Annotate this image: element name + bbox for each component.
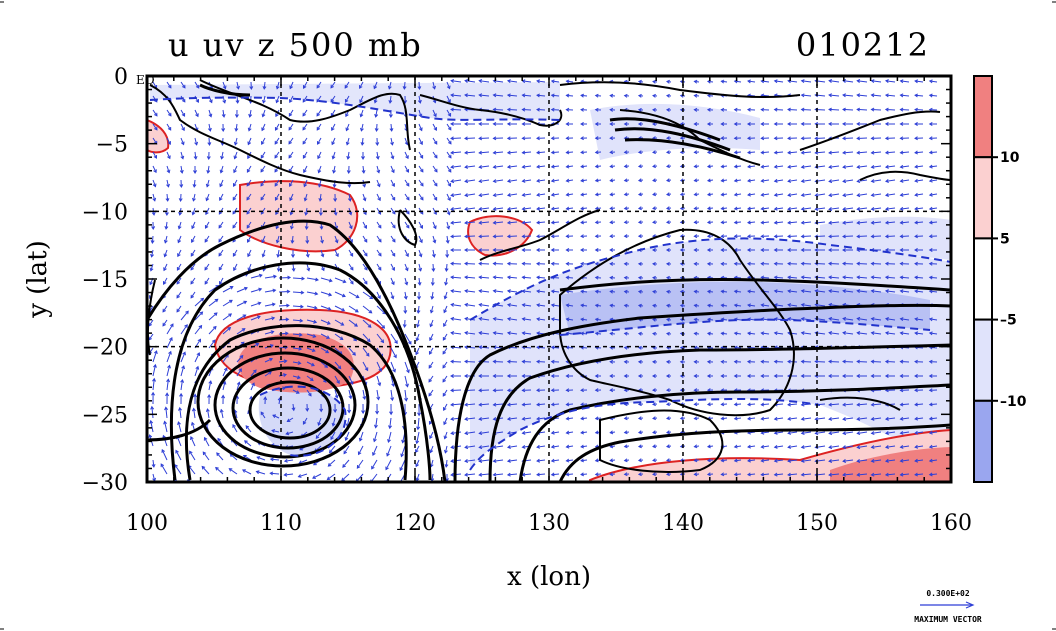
vector-key-label: MAXIMUM VECTOR [914, 615, 982, 624]
y-tick-label: −20 [82, 336, 128, 361]
map-area [147, 76, 951, 482]
colorbar-swatch [973, 156, 993, 240]
x-tick-label: 100 [126, 511, 168, 536]
colorbar-tick-label: 5 [1000, 231, 1010, 247]
y-tick-label: −10 [82, 200, 128, 225]
x-tick-label: 150 [796, 511, 838, 536]
vector-key-value: 0.300E+02 [926, 589, 970, 598]
height-contours [147, 83, 951, 482]
x-tick-label: 140 [662, 511, 704, 536]
equator-label: EQ [136, 73, 155, 87]
x-tick-labels: 100 110 120 130 140 150 160 [126, 511, 972, 536]
x-tick-label: 110 [260, 511, 302, 536]
y-tick-label: 0 [114, 65, 128, 90]
colorbar-swatch [973, 75, 993, 159]
colorbar: 10 5 –5 –10 [973, 75, 1027, 483]
wind-vectors [148, 79, 938, 482]
x-axis-label: x (lon) [507, 562, 591, 592]
colorbar-swatch [973, 237, 993, 321]
y-axis-label: y (lat) [23, 240, 53, 319]
y-tick-label: −15 [82, 268, 128, 293]
x-tick-label: 120 [394, 511, 436, 536]
negative-anomaly-contours [149, 96, 951, 471]
colorbar-swatch [973, 318, 993, 402]
x-tick-label: 130 [528, 511, 570, 536]
colorbar-swatch [973, 399, 993, 483]
title-right: 010212 [796, 26, 930, 64]
y-tick-label: −30 [82, 471, 128, 496]
y-tick-label: −5 [96, 133, 128, 158]
colorbar-tick-label: –5 [1000, 313, 1017, 329]
vector-key: 0.300E+02 MAXIMUM VECTOR [914, 589, 982, 624]
y-tick-labels: 0 −5 −10 −15 −20 −25 −30 [82, 65, 128, 496]
coastlines [147, 79, 951, 473]
colorbar-tick-label: –10 [1000, 394, 1027, 410]
x-tick-label: 160 [930, 511, 972, 536]
title-left: u uv z 500 mb [168, 26, 423, 64]
y-tick-label: −25 [82, 403, 128, 428]
frame-ticks [146, 75, 952, 483]
graticule [147, 76, 951, 482]
colorbar-tick-label: 10 [1000, 150, 1020, 166]
